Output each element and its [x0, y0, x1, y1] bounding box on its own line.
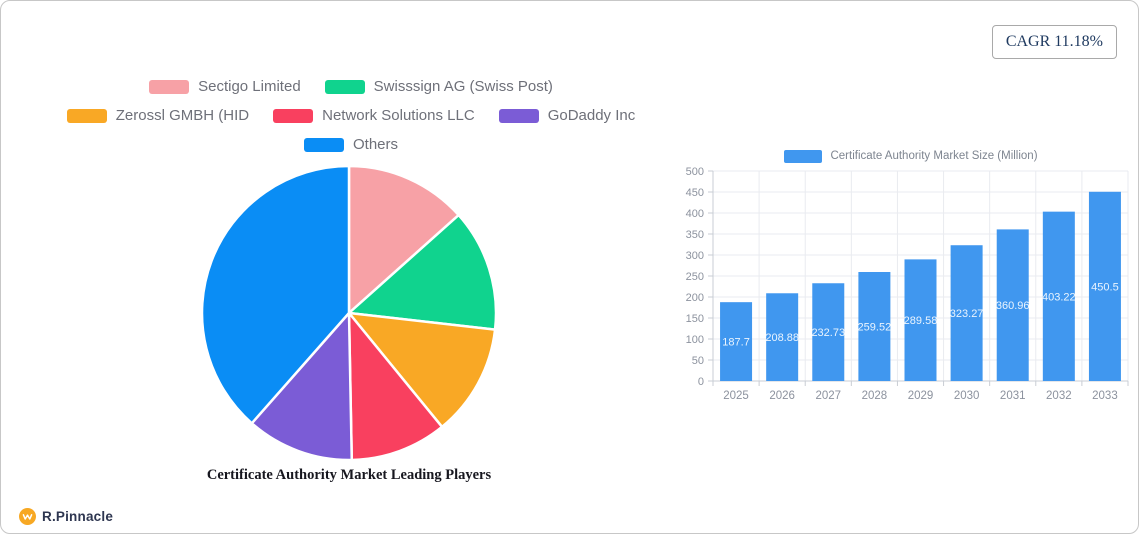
bar-2026[interactable]	[766, 293, 799, 381]
bar-value-label: 187.7	[722, 337, 750, 349]
x-axis-label: 2025	[723, 390, 749, 402]
bar-value-label: 403.22	[1042, 291, 1076, 303]
bar-2031[interactable]	[996, 229, 1029, 381]
bar-chart-legend[interactable]: Certificate Authority Market Size (Milli…	[681, 148, 1138, 164]
pie-chart	[200, 164, 498, 462]
legend-row: Others	[303, 130, 398, 159]
brand-logo: R.Pinnacle	[19, 508, 113, 525]
bar-2025[interactable]	[720, 302, 753, 381]
legend-swatch	[324, 79, 365, 94]
y-axis-label: 100	[686, 334, 704, 346]
legend-item-sectigo-limited[interactable]: Sectigo Limited	[149, 78, 301, 95]
legend-row: Sectigo Limited Swisssign AG (Swiss Post)	[149, 72, 553, 101]
legend-label: Swisssign AG (Swiss Post)	[373, 78, 553, 95]
cagr-label: CAGR 11.18%	[1005, 33, 1103, 50]
bar-chart: 0 50 100 150 200 250 300 350 400 450 500 187.7 2025 2…	[686, 166, 1129, 402]
bar-2032[interactable]	[1042, 211, 1075, 381]
bar-2027[interactable]	[812, 283, 845, 381]
y-axis-label: 300	[686, 250, 704, 262]
x-axis-label: 2032	[1046, 390, 1072, 402]
legend-swatch	[149, 79, 190, 94]
x-axis-label: 2029	[908, 390, 934, 402]
bar-value-label: 323.27	[950, 308, 984, 320]
y-axis-label: 250	[686, 271, 704, 283]
y-axis-label: 500	[686, 166, 704, 178]
bar-value-label: 289.58	[904, 315, 938, 327]
x-axis-label: 2026	[769, 390, 795, 402]
bar-value-label: 208.88	[765, 332, 799, 344]
cagr-badge: CAGR 11.18%	[991, 25, 1117, 59]
legend-item-network-solutions-llc[interactable]: Network Solutions LLC	[273, 107, 475, 124]
bar-legend-swatch	[784, 149, 823, 163]
legend-row: Zerossl GMBH (HID Network Solutions LLC Go…	[66, 101, 636, 130]
legend-item-godaddy-inc[interactable]: GoDaddy Inc	[498, 107, 636, 124]
legend-swatch	[66, 108, 107, 123]
legend-item-zerossl-gmbh-hid[interactable]: Zerossl GMBH (HID	[66, 107, 250, 124]
x-axis-label: 2027	[815, 390, 841, 402]
y-axis-label: 450	[686, 187, 704, 199]
pie-slice-sectigo-limited[interactable]	[347, 164, 460, 315]
brand-name: R.Pinnacle	[42, 509, 114, 524]
bar-value-label: 232.73	[811, 327, 845, 339]
bar-2030[interactable]	[950, 245, 983, 381]
y-axis-label: 400	[686, 208, 704, 220]
legend-swatch	[273, 108, 314, 123]
pie-slice-others[interactable]	[200, 164, 351, 425]
legend-swatch	[303, 137, 344, 152]
pie-slice-swisssign-ag-swiss-post[interactable]	[347, 213, 498, 331]
y-axis-label: 50	[692, 355, 704, 367]
bar-value-label: 360.96	[996, 300, 1030, 312]
pie-title: Certificate Authority Market Leading Pla…	[206, 467, 492, 483]
legend-label: Zerossl GMBH (HID	[115, 107, 250, 124]
x-axis-label: 2028	[862, 390, 888, 402]
bar-2033[interactable]	[1088, 191, 1121, 381]
y-axis-label: 150	[686, 313, 704, 325]
pie-legend: Sectigo Limited Swisssign AG (Swiss Post)…	[41, 72, 661, 159]
legend-item-swisssign-ag-swiss-post[interactable]: Swisssign AG (Swiss Post)	[324, 78, 553, 95]
legend-label: Sectigo Limited	[198, 78, 301, 95]
legend-swatch	[498, 108, 539, 123]
y-axis-label: 200	[686, 292, 704, 304]
legend-item-others[interactable]: Others	[303, 136, 398, 153]
bar-2029[interactable]	[904, 259, 937, 381]
legend-label: Others	[352, 136, 398, 153]
legend-label: GoDaddy Inc	[547, 107, 636, 124]
x-axis-label: 2033	[1092, 390, 1118, 402]
bar-2028[interactable]	[858, 272, 891, 381]
pie-slice-zerossl-gmbh-hid[interactable]	[347, 311, 497, 429]
legend-label: Network Solutions LLC	[322, 107, 475, 124]
y-axis-label: 350	[686, 229, 704, 241]
bar-legend-label: Certificate Authority Market Size (Milli…	[830, 150, 1038, 162]
brand-icon	[19, 508, 36, 525]
bar-value-label: 259.52	[858, 322, 892, 334]
x-axis-label: 2030	[954, 390, 980, 402]
x-axis-label: 2031	[1000, 390, 1026, 402]
bar-value-label: 450.5	[1091, 281, 1119, 293]
pie-slice-godaddy-inc[interactable]	[250, 311, 354, 462]
y-axis-label: 0	[698, 376, 704, 388]
pie-slice-network-solutions-llc[interactable]	[347, 311, 444, 462]
